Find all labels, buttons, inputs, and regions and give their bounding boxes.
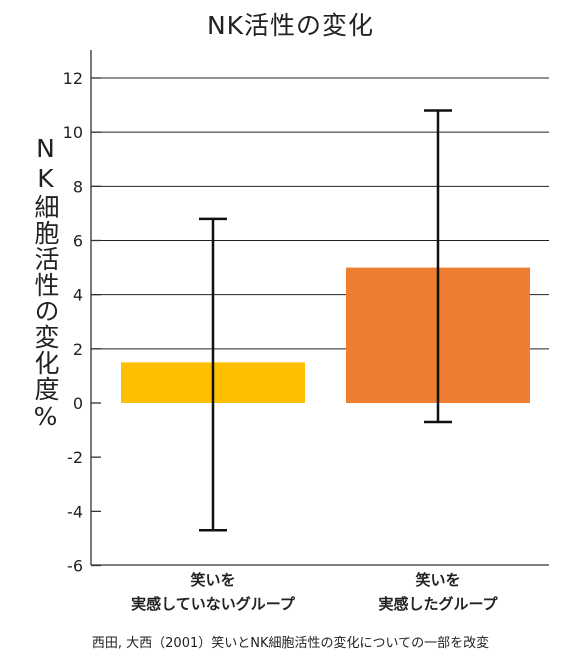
y-tick-label: 12: [63, 69, 83, 88]
y-tick-label: 0: [73, 394, 83, 413]
y-tick-label: 8: [73, 177, 83, 196]
y-tick-label: -2: [67, 448, 83, 467]
y-tick-label: 2: [73, 340, 83, 359]
y-tick-label: 4: [73, 286, 83, 305]
category-label: 笑いを: [415, 571, 460, 589]
y-tick-label: 10: [63, 123, 83, 142]
y-tick-label: 6: [73, 232, 83, 251]
y-tick-label: -6: [67, 557, 83, 576]
y-axis-label: NK細胞活性の変化度%: [31, 134, 60, 432]
category-label: 笑いを: [190, 571, 235, 589]
category-label: 実感していないグループ: [131, 595, 296, 613]
category-label: 実感したグループ: [378, 595, 498, 613]
source-note: 西田, 大西（2001）笑いとNK細胞活性の変化についての一部を改変: [91, 636, 490, 651]
y-tick-label: -4: [67, 502, 83, 521]
chart-title: NK活性の変化: [206, 11, 375, 40]
